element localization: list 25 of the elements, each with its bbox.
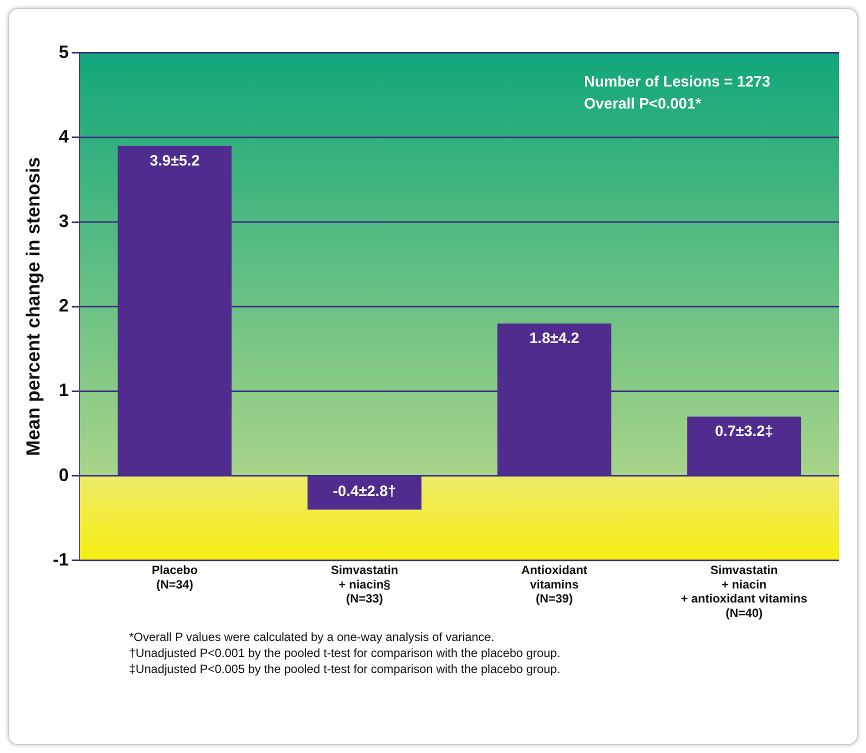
annotation: Overall P<0.001* bbox=[584, 95, 702, 112]
annotation: Number of Lesions = 1273 bbox=[584, 73, 770, 90]
text: †Unadjusted P<0.001 by the pooled t-test for comparison with the placebo group. bbox=[129, 645, 560, 661]
y-tick-label: 4 bbox=[58, 126, 69, 146]
x-tick-label: Simvastatin + niacin§ (N=33) bbox=[330, 562, 398, 606]
y-tick-label: -1 bbox=[52, 549, 69, 570]
bar bbox=[497, 324, 612, 476]
text: *Overall P values were calculated by a one-way analysis of variance. bbox=[129, 629, 496, 645]
bar bbox=[118, 146, 232, 476]
data-label: -0.4±2.8† bbox=[332, 483, 396, 500]
y-tick-label: 3 bbox=[58, 210, 69, 231]
y-tick-label: 1 bbox=[58, 380, 69, 400]
y-tick-label: 2 bbox=[58, 296, 69, 316]
y-tick-label: 0 bbox=[58, 464, 69, 485]
x-tick-label: Placebo (N=34) bbox=[152, 562, 198, 592]
bar bbox=[687, 416, 802, 476]
text: ‡Unadjusted P<0.005 by the pooled t-test for comparison with the placebo group. bbox=[129, 661, 560, 677]
data-label: 0.7±3.2‡ bbox=[714, 423, 774, 440]
data-label: 1.8±4.2 bbox=[529, 330, 580, 348]
y-tick-label: 5 bbox=[58, 42, 69, 62]
y-axis-title: Mean percent change in stenosis bbox=[24, 157, 45, 456]
data-label: 3.9±5.2 bbox=[150, 152, 200, 170]
x-tick-label: Simvastatin + niacin + antioxidant vitamins (N=40) bbox=[680, 562, 808, 620]
x-tick-label: Antioxidant vitamins (N=39) bbox=[521, 562, 588, 606]
bar bbox=[308, 476, 422, 510]
